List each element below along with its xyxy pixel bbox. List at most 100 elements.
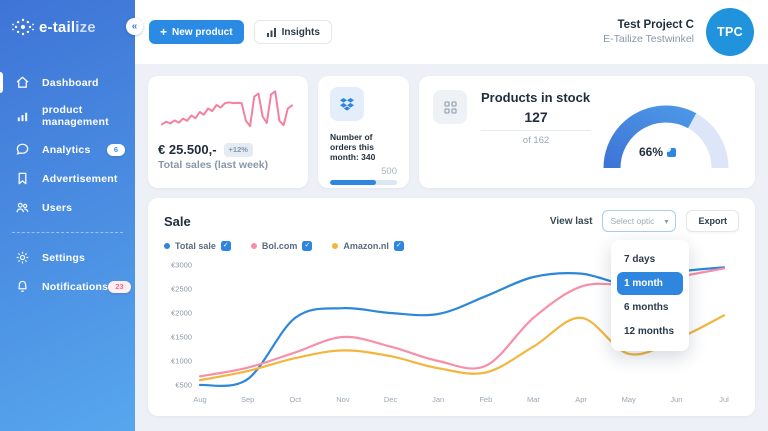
- stock-gauge-fill: [603, 105, 729, 169]
- legend-dot: [332, 243, 339, 249]
- dropdown-option[interactable]: 7 days: [624, 254, 656, 265]
- stock-title: Products in stock: [481, 90, 591, 105]
- dropbox-icon: [340, 98, 354, 111]
- legend-label: Amazon.nl: [343, 241, 389, 251]
- x-axis-tick-label: Sep: [241, 395, 254, 404]
- sidebar-item-notifications[interactable]: Notifications 23: [0, 272, 135, 301]
- sidebar: e-tailize « Dashboard product management…: [0, 0, 143, 431]
- checkbox-checked-icon[interactable]: [393, 241, 404, 251]
- grid-icon: [443, 100, 457, 114]
- legend-label: Total sale: [175, 241, 216, 251]
- checkbox-checked-icon[interactable]: [302, 241, 313, 251]
- sidebar-divider: [12, 232, 123, 233]
- total-sales-value: € 25.500,-: [158, 142, 217, 157]
- dropdown-option[interactable]: 1 month: [617, 272, 683, 295]
- sidebar-item-settings[interactable]: Settings: [0, 243, 135, 272]
- bar-chart-icon: [17, 112, 28, 121]
- project-subtitle: E-Tailize Testwinkel: [603, 33, 694, 45]
- legend-label: Bol.com: [261, 241, 298, 251]
- sidebar-item-label: Settings: [42, 251, 86, 264]
- stock-gauge: 66%: [591, 90, 741, 174]
- stock-divider: [481, 130, 591, 131]
- bookmark-icon: [18, 172, 27, 185]
- sales-change-badge: +12%: [223, 142, 253, 157]
- avatar[interactable]: TPC: [706, 8, 754, 56]
- sale-panel-title: Sale: [164, 213, 191, 229]
- gauge-marker-icon: [667, 147, 677, 157]
- sidebar-item-label: Analytics: [42, 143, 91, 156]
- x-axis-tick-label: Oct: [289, 395, 302, 404]
- sidebar-item-label: Dashboard: [42, 76, 99, 89]
- legend-item-total-sale: Total sale: [164, 241, 231, 251]
- y-axis-tick-label: €2000: [171, 309, 192, 318]
- new-product-button[interactable]: + New product: [149, 20, 244, 44]
- orders-progress-fill: [330, 180, 376, 185]
- sidebar-item-users[interactable]: Users: [0, 193, 135, 222]
- view-last-label: View last: [549, 215, 593, 227]
- y-axis-tick-label: €1500: [171, 333, 192, 342]
- x-axis-tick-label: Nov: [336, 395, 350, 404]
- bell-icon: [18, 280, 27, 292]
- x-axis-tick-label: Mar: [527, 395, 540, 404]
- legend-item-amazonnl: Amazon.nl: [332, 241, 404, 251]
- total-sales-card: € 25.500,- +12% Total sales (last week): [148, 76, 308, 188]
- analytics-badge: 6: [106, 143, 125, 156]
- y-axis-tick-label: €500: [175, 381, 192, 390]
- dropdown-option[interactable]: 6 months: [624, 302, 669, 313]
- sidebar-item-dashboard[interactable]: Dashboard: [0, 68, 135, 97]
- dashboard-content: € 25.500,- +12% Total sales (last week) …: [135, 64, 768, 416]
- sidebar-item-analytics[interactable]: Analytics 6: [0, 135, 135, 164]
- logo-text: e-tailize: [39, 19, 96, 36]
- chat-icon: [16, 143, 29, 155]
- period-dropdown-menu: 7 days 1 month 6 months 12 months: [611, 240, 689, 351]
- logo-text-primary: e-tail: [39, 18, 76, 36]
- sale-panel: Sale View last Select optic ▾ Export Tot…: [148, 198, 755, 416]
- insights-label: Insights: [281, 26, 320, 38]
- chart-legend: Total sale Bol.com Amazon.nl: [164, 241, 739, 251]
- gear-icon: [16, 251, 29, 264]
- sidebar-item-advertisement[interactable]: Advertisement: [0, 164, 135, 193]
- orders-progress-track: [330, 180, 397, 185]
- stock-icon-tile: [433, 90, 467, 124]
- project-info: Test Project C E-Tailize Testwinkel: [603, 18, 694, 46]
- chevron-down-icon: ▾: [664, 216, 669, 226]
- sales-sparkline: [158, 84, 298, 138]
- project-name: Test Project C: [617, 19, 694, 31]
- notifications-badge: 23: [108, 280, 131, 293]
- stock-of-label: of 162: [522, 135, 550, 146]
- export-button[interactable]: Export: [686, 210, 739, 232]
- y-axis-tick-label: €1000: [171, 357, 192, 366]
- legend-dot: [164, 243, 170, 249]
- orders-max-label: 500: [381, 166, 397, 177]
- stock-count: 127: [524, 109, 548, 125]
- orders-card: Number of orders this month: 340 500: [318, 76, 409, 188]
- etailize-logo-icon: [12, 18, 34, 36]
- insights-button[interactable]: Insights: [253, 20, 332, 44]
- logo-text-secondary: ize: [75, 18, 96, 36]
- legend-dot: [250, 243, 257, 249]
- x-axis-tick-label: Aug: [193, 395, 206, 404]
- checkbox-checked-icon[interactable]: [220, 241, 231, 251]
- sidebar-item-label: Notifications: [42, 280, 109, 293]
- dropdown-option[interactable]: 12 months: [624, 326, 675, 337]
- x-axis-tick-label: Jul: [719, 395, 729, 404]
- x-axis-tick-label: May: [622, 395, 636, 404]
- users-icon: [16, 202, 29, 213]
- sidebar-collapse-button[interactable]: «: [126, 18, 143, 35]
- sidebar-item-label: Advertisement: [42, 172, 118, 185]
- y-axis-tick-label: €2500: [171, 285, 192, 294]
- insights-chart-icon: [266, 27, 276, 37]
- period-select[interactable]: Select optic ▾: [602, 210, 677, 232]
- x-axis-tick-label: Jun: [670, 395, 682, 404]
- home-icon: [16, 76, 29, 88]
- sidebar-item-label: Users: [42, 201, 73, 214]
- x-axis-tick-label: Dec: [384, 395, 398, 404]
- top-bar: + New product Insights Test Project C E-…: [135, 0, 768, 64]
- stock-card: Products in stock 127 of 162: [419, 76, 755, 188]
- sidebar-item-product-management[interactable]: product management: [0, 97, 118, 135]
- sidebar-nav: Dashboard product management Analytics 6…: [0, 68, 135, 301]
- legend-item-bolcom: Bol.com: [250, 241, 313, 251]
- total-sales-caption: Total sales (last week): [158, 159, 269, 171]
- orders-count-label: Number of orders this month: 340: [330, 132, 376, 162]
- new-product-label: New product: [172, 26, 233, 38]
